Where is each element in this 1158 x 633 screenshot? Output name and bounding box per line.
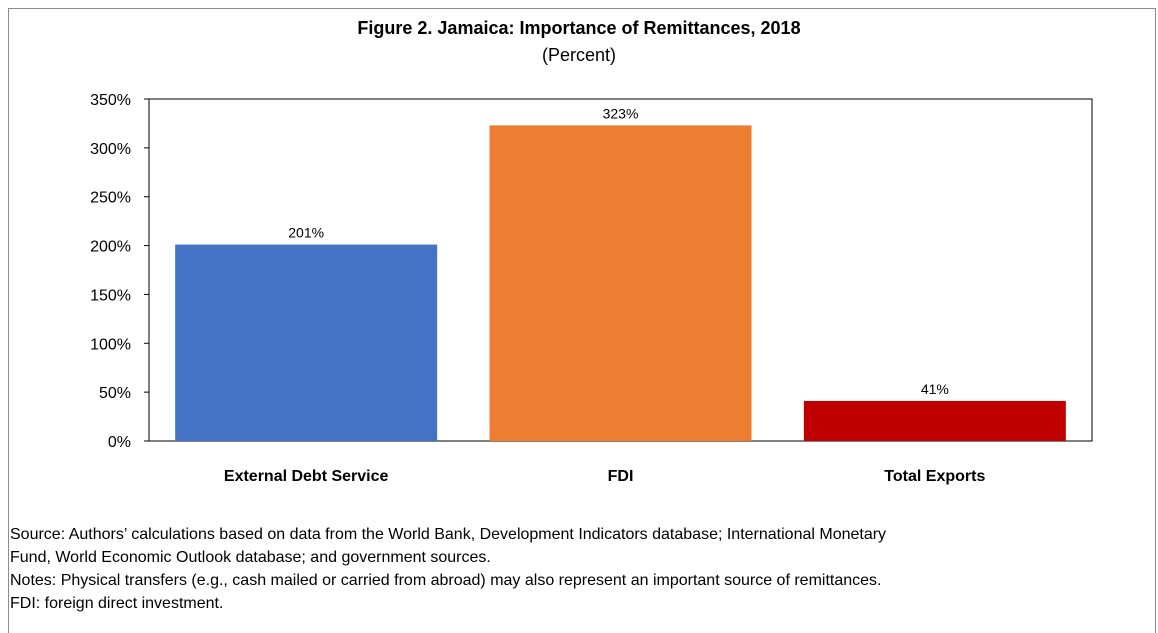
notes-line-2: FDI: foreign direct investment.: [10, 595, 224, 612]
data-label: 41%: [921, 381, 949, 397]
bar: [803, 400, 1066, 441]
bar-chart: 0% 50% 100% 150% 200% 250% 300% 350% 201% Externa…: [90, 92, 1093, 485]
bar: [175, 244, 438, 441]
y-tick-label: 0%: [108, 434, 131, 451]
y-tick-label: 250%: [90, 190, 131, 207]
chart-subtitle: (Percent): [541, 45, 617, 65]
chart-title: Figure 2. Jamaica: Importance of Remitta…: [357, 18, 801, 38]
y-tick-label: 150%: [90, 287, 131, 304]
x-tick-label: External Debt Service: [224, 468, 389, 485]
data-label: 201%: [288, 225, 324, 241]
y-tick-label: 50%: [99, 385, 131, 402]
y-tick-label: 300%: [90, 141, 131, 158]
y-tick-label: 350%: [90, 92, 131, 109]
source-line-2: Fund, World Economic Outlook database; a…: [10, 549, 491, 566]
bar: [489, 125, 752, 441]
data-label: 323%: [603, 105, 639, 121]
x-tick-label: FDI: [608, 468, 634, 485]
y-tick-label: 200%: [90, 239, 131, 256]
y-tick-label: 100%: [90, 336, 131, 353]
source-line-1: Source: Authors’ calculations based on d…: [10, 526, 887, 543]
notes-line-1: Notes: Physical transfers (e.g., cash ma…: [10, 572, 882, 589]
figure-frame: [8, 8, 1156, 633]
x-tick-label: Total Exports: [884, 468, 985, 485]
figure-notes: Source: Authors’ calculations based on d…: [10, 523, 1158, 615]
